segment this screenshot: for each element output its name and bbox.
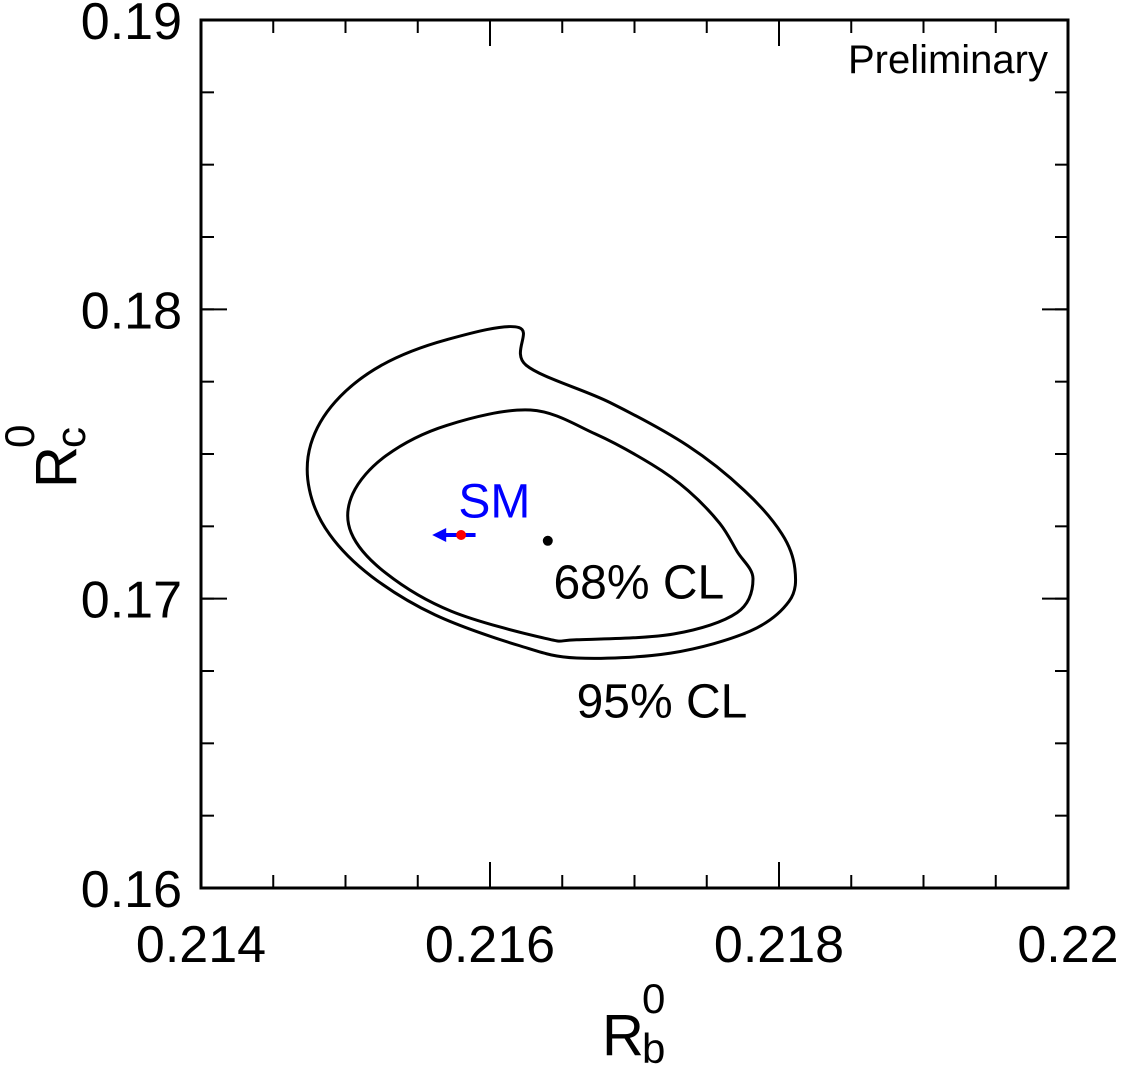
y-axis-label-main: R bbox=[24, 446, 89, 488]
plot-frame bbox=[199, 18, 1070, 890]
x-tick-label: 0.218 bbox=[714, 916, 844, 974]
x-tick-label: 0.216 bbox=[425, 916, 555, 974]
y-axis-label: R c 0 bbox=[0, 425, 94, 488]
y-tick-label: 0.18 bbox=[81, 282, 182, 340]
y-axis-label-sub: c bbox=[47, 427, 94, 448]
measurement-point bbox=[542, 535, 553, 546]
x-tick-label: 0.214 bbox=[136, 916, 266, 974]
x-axis-label-sup: 0 bbox=[642, 975, 665, 1022]
contour-68-cl bbox=[346, 408, 755, 643]
tick-labels: 0.214 0.216 0.218 0.22 0.16 0.17 0.18 0.19 bbox=[81, 0, 1119, 974]
chart-labels: SM 68% CL 95% CL bbox=[458, 476, 747, 729]
y-tick-label: 0.16 bbox=[81, 861, 182, 919]
x-axis-label-sub: b bbox=[642, 1025, 665, 1069]
label-68-cl: 68% CL bbox=[553, 557, 724, 610]
y-axis-label-sup: 0 bbox=[0, 425, 43, 448]
label-95-cl: 95% CL bbox=[577, 675, 748, 728]
confidence-contours bbox=[305, 325, 798, 660]
y-tick-label: 0.19 bbox=[81, 0, 182, 51]
x-axis-label: R b 0 bbox=[602, 975, 665, 1069]
y-tick-label: 0.17 bbox=[81, 572, 182, 630]
contour-95-cl bbox=[305, 325, 798, 660]
x-axis-label-main: R bbox=[602, 1003, 644, 1068]
markers bbox=[432, 528, 553, 546]
label-sm: SM bbox=[458, 476, 530, 529]
sm-point bbox=[456, 530, 467, 541]
preliminary-label: Preliminary bbox=[848, 38, 1048, 82]
x-tick-label: 0.22 bbox=[1017, 916, 1118, 974]
sm-arrow-head bbox=[432, 528, 447, 543]
